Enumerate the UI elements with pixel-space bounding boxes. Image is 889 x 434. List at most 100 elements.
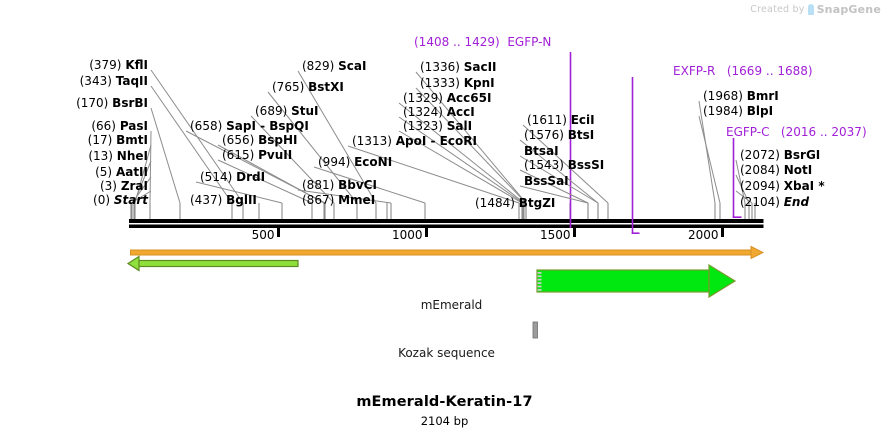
- site-leader-line: [415, 71, 527, 204]
- feature-name: EGFP-N: [507, 35, 552, 49]
- site-position: (656): [222, 133, 255, 147]
- site-leader-line: [150, 85, 233, 204]
- snapgene-branding: Created by SnapGene: [750, 3, 881, 16]
- reverse-feature-arrow-body: [137, 259, 299, 268]
- site-position: (0): [93, 193, 111, 207]
- restriction-site-label: (66) PasI: [91, 120, 148, 132]
- ruler-tick-mark: [721, 228, 724, 237]
- site-leader-line: [735, 190, 753, 204]
- feature-name: EGFP-C: [726, 125, 770, 139]
- site-leader-line: [522, 124, 609, 204]
- site-position: (5): [95, 165, 113, 179]
- site-leader-line: [398, 130, 523, 204]
- restriction-site-label: (0) Start: [93, 194, 148, 206]
- restriction-site-label: (1968) BmrI: [703, 90, 779, 102]
- site-enzyme-name: BstXI: [308, 80, 344, 94]
- site-enzyme-name: BssSaI: [524, 174, 569, 188]
- kozak-sequence-marker: [532, 321, 538, 339]
- restriction-site-label: (1576) BtsI: [524, 129, 594, 141]
- site-enzyme-name: BtsaI: [524, 144, 559, 158]
- restriction-site-label: (867) MmeI: [302, 194, 375, 206]
- site-position: (689): [255, 104, 288, 118]
- site-position: (13): [88, 149, 113, 163]
- ruler-tick-label: 1500: [539, 228, 571, 242]
- restriction-site-label: (656) BspHI: [222, 134, 298, 146]
- restriction-site-label: (1313) ApoI - EcoRI: [352, 135, 477, 147]
- ruler-tick-mark: [425, 228, 428, 237]
- site-position: (765): [272, 80, 305, 94]
- site-enzyme-name: BsrGI: [783, 148, 821, 162]
- site-position: (66): [91, 119, 116, 133]
- site-position: (1484): [475, 196, 515, 210]
- backbone-bar-bottom: [129, 224, 764, 228]
- kozak-sequence-label: Kozak sequence: [398, 346, 495, 360]
- memerald-arrow-edge-hatch: [537, 289, 542, 291]
- site-leader-line: [698, 115, 721, 204]
- ruler-tick-label: 2000: [687, 228, 719, 242]
- reverse-feature-arrow-head: [126, 255, 140, 272]
- restriction-site-label: (1611) EciI: [527, 114, 595, 126]
- site-enzyme-name: BssSI: [567, 158, 605, 172]
- site-enzyme-name: TaqII: [115, 74, 148, 88]
- ruler-tick-mark: [573, 228, 576, 237]
- site-leader-line: [217, 159, 313, 204]
- memerald-arrow-edge-hatch: [537, 282, 542, 284]
- site-enzyme-name: ZraI: [120, 179, 148, 193]
- site-enzyme-name: KpnI: [463, 76, 495, 90]
- site-leader-line: [150, 107, 181, 204]
- site-enzyme-name: Start: [113, 193, 148, 207]
- restriction-site-label: (1329) Acc65I: [403, 92, 491, 104]
- site-position: (867): [302, 193, 335, 207]
- site-leader-line: [519, 139, 599, 204]
- site-leader-line: [297, 70, 377, 204]
- restriction-site-label: (343) TaqII: [80, 75, 148, 87]
- site-leader-line: [698, 100, 716, 204]
- site-leader-line: [398, 102, 525, 204]
- site-leader-line: [519, 169, 589, 204]
- site-enzyme-name: EciI: [570, 113, 595, 127]
- site-leader-line: [313, 166, 426, 204]
- site-position: (343): [79, 74, 112, 88]
- site-enzyme-name: BbvCI: [338, 178, 377, 192]
- site-enzyme-name: PasI: [119, 119, 148, 133]
- plasmid-name: mEmerald-Keratin-17: [356, 394, 533, 410]
- site-enzyme-name: BspHI: [258, 133, 298, 147]
- site-enzyme-name: SapI - BspQI: [226, 119, 309, 133]
- site-enzyme-name: MmeI: [338, 193, 376, 207]
- created-by-label: Created by: [750, 4, 805, 15]
- restriction-site-label: (881) BbvCI: [302, 179, 377, 191]
- site-position: (658): [190, 119, 223, 133]
- site-enzyme-name: SalI: [446, 119, 473, 133]
- restriction-site-label: (379) KflI: [89, 59, 148, 71]
- site-position: (2084): [740, 163, 780, 177]
- memerald-arrow-edge-hatch: [537, 285, 542, 288]
- memerald-arrow-edge-hatch: [537, 272, 542, 274]
- site-leader-line: [131, 176, 152, 204]
- site-position: (1313): [352, 134, 392, 148]
- feature-label-egfp-n: (1408 .. 1429) EGFP-N: [414, 36, 551, 48]
- site-leader-line: [519, 185, 589, 204]
- site-position: (1324): [403, 105, 443, 119]
- site-enzyme-name: KflI: [125, 58, 148, 72]
- site-position: (170): [76, 96, 109, 110]
- restriction-site-label: (514) DrdI: [200, 171, 265, 183]
- site-position: (2094): [740, 179, 780, 193]
- feature-range: (1669 .. 1688): [726, 64, 813, 78]
- site-position: (2104): [740, 195, 780, 209]
- snapgene-leaf-icon: [807, 4, 814, 15]
- feature-label-egfp-c: EGFP-C (2016 .. 2037): [726, 126, 867, 138]
- restriction-site-label: (2094) XbaI *: [740, 180, 825, 192]
- site-leader-line: [250, 115, 335, 204]
- ruler-tick-mark: [277, 228, 280, 237]
- site-enzyme-name: BglII: [226, 193, 257, 207]
- site-enzyme-name: PvuII: [258, 148, 293, 162]
- restriction-site-label: (2072) BsrGI: [740, 149, 820, 161]
- memerald-arrow-body: [536, 269, 710, 293]
- site-position: (881): [302, 178, 335, 192]
- site-leader-line: [195, 181, 283, 204]
- restriction-site-label: (1543) BssSI: [524, 159, 604, 171]
- site-position: (3): [99, 179, 117, 193]
- restriction-site-label: (17) BmtI: [88, 134, 148, 146]
- site-position: (1543): [524, 158, 564, 172]
- restriction-site-label: (615) PvuII: [222, 149, 292, 161]
